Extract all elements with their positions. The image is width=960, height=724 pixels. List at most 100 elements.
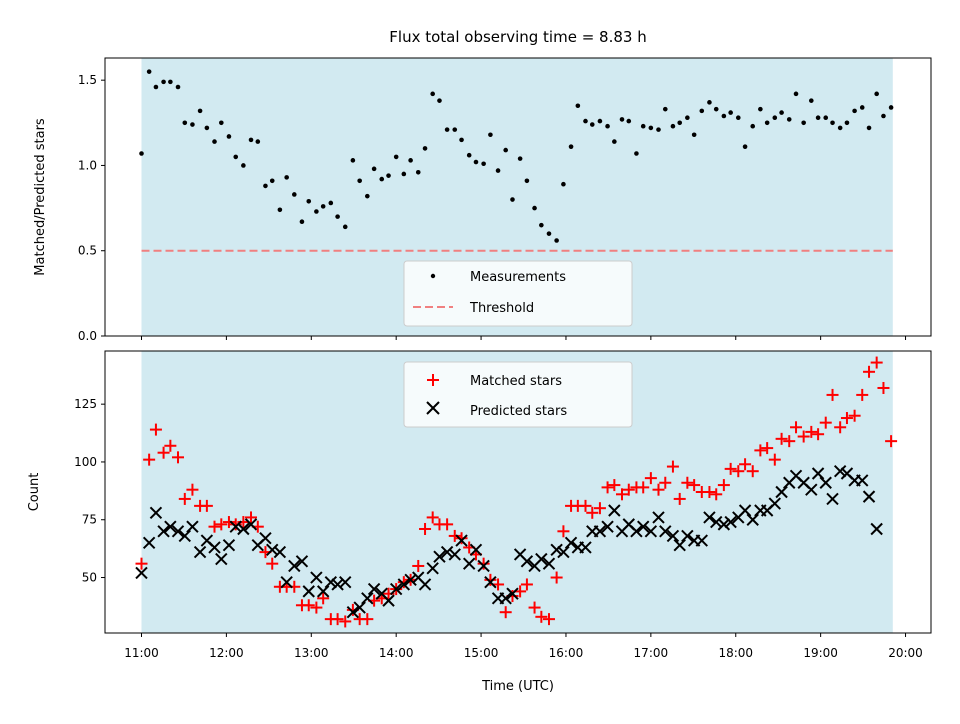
top-panel: 0.0 0.5 1.0 1.5 Matched/Predicted stars Mea…	[33, 57, 932, 343]
measurement-point	[146, 69, 152, 74]
bottom-y-ticks: 50 75 100 125	[74, 397, 105, 585]
bottom-plot-frame	[104, 350, 932, 634]
measurement-point	[371, 166, 377, 172]
matched-star-point	[200, 499, 213, 512]
matched-star-point	[535, 610, 548, 623]
matched-star-point	[666, 460, 679, 473]
measurement-point	[241, 163, 246, 168]
matched-star-point	[652, 483, 665, 496]
predicted-star-point	[717, 518, 731, 531]
matched-star-point	[840, 412, 853, 425]
matched-star-point	[761, 442, 774, 455]
measurement-point	[742, 144, 748, 149]
matched-star-point	[673, 492, 686, 505]
matched-star-point	[528, 601, 541, 614]
predicted-star-point	[426, 562, 439, 575]
matched-star-point	[848, 409, 861, 422]
matched-star-point	[441, 518, 454, 531]
predicted-star-point	[601, 520, 614, 533]
matched-star-point	[863, 365, 876, 378]
matched-star-point	[732, 465, 745, 478]
measurement-point	[473, 159, 479, 165]
predicted-star-point	[178, 529, 192, 543]
count-points	[135, 356, 898, 628]
predicted-star-point	[440, 545, 454, 559]
legend-threshold: Threshold	[469, 301, 534, 316]
measurement-point	[619, 117, 625, 122]
predicted-star-point	[208, 541, 221, 554]
matched-star-point	[826, 388, 839, 401]
measurement-point	[342, 224, 348, 230]
predicted-star-point	[367, 582, 381, 596]
predicted-star-point	[142, 536, 156, 550]
matched-star-point	[448, 529, 461, 542]
measurement-point	[874, 91, 879, 97]
measurement-point	[328, 200, 334, 206]
predicted-star-point	[222, 538, 236, 552]
predicted-star-point	[316, 585, 330, 598]
predicted-star-point	[244, 518, 258, 531]
predicted-star-point	[324, 575, 338, 589]
x-tick-label: 11:00	[124, 646, 159, 660]
matched-star-point	[484, 573, 497, 586]
measurement-point	[721, 113, 727, 119]
measurement-point	[357, 178, 362, 184]
measurement-point	[662, 106, 668, 112]
matched-star-point	[877, 381, 890, 394]
measurement-point	[161, 79, 166, 85]
measurement-point	[452, 127, 458, 132]
measurement-point	[175, 84, 181, 90]
predicted-star-point	[768, 497, 782, 510]
matched-star-point	[215, 518, 228, 531]
measurement-point	[640, 123, 646, 129]
matched-star-point	[790, 421, 803, 434]
matched-star-point	[164, 439, 177, 452]
measurement-point	[153, 84, 159, 90]
predicted-star-point	[331, 578, 344, 591]
predicted-star-point	[229, 520, 242, 533]
x-tick-label: 16:00	[549, 646, 584, 660]
predicted-star-point	[302, 585, 315, 598]
measurement-point	[335, 214, 340, 219]
legend-matched: Matched stars	[470, 374, 562, 389]
predicted-star-point	[738, 504, 752, 517]
legend-measurements: Measurements	[470, 270, 566, 285]
measurement-point	[219, 120, 224, 126]
measurement-point	[859, 105, 865, 110]
matched-star-point	[622, 483, 635, 496]
measurement-point	[713, 106, 719, 112]
predicted-star-point	[695, 534, 708, 547]
predicted-star-point	[535, 552, 548, 566]
matched-star-point	[783, 435, 796, 448]
x-tick-label: 14:00	[379, 646, 414, 660]
matched-star-point	[542, 613, 555, 626]
bottom-legend-box	[403, 361, 633, 428]
measurement-point	[488, 132, 493, 138]
matched-star-point	[768, 453, 781, 466]
matched-star-point	[775, 432, 788, 445]
predicted-star-point	[805, 483, 818, 496]
measurement-point	[707, 100, 712, 105]
predicted-star-point	[288, 559, 301, 573]
measurement-point	[670, 123, 676, 129]
predicted-star-point	[448, 548, 461, 561]
measurement-point	[735, 115, 741, 120]
measurement-point	[263, 183, 268, 189]
measurement-point	[605, 123, 610, 129]
measurement-point	[597, 118, 603, 124]
predicted-star-point	[550, 543, 563, 556]
matched-star-point	[412, 559, 425, 572]
predicted-star-point	[361, 592, 374, 605]
predicted-star-point	[710, 515, 723, 529]
predicted-star-point	[499, 592, 512, 605]
measurement-point	[139, 151, 144, 156]
x-tick-label: 12:00	[209, 646, 244, 660]
predicted-star-point	[164, 520, 177, 533]
predicted-star-point	[811, 467, 825, 480]
measurement-point	[233, 154, 239, 160]
matched-star-point	[178, 492, 191, 505]
matched-star-point	[149, 423, 162, 436]
matched-star-point	[615, 488, 628, 501]
measurement-point	[248, 137, 254, 143]
predicted-star-point	[477, 559, 490, 573]
